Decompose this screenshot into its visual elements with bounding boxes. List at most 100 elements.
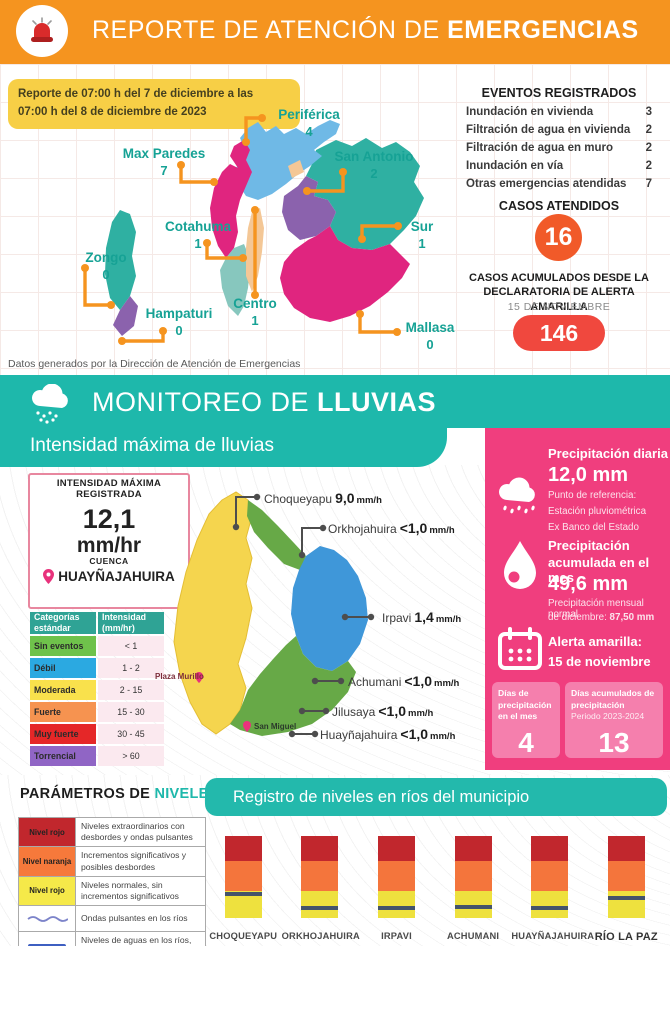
event-row: Filtración de agua en vivienda 2 — [466, 124, 652, 136]
rain-subtitle: Intensidad máxima de lluvias — [30, 435, 274, 456]
basin-label-irpavi: Irpavi 1,4 mm/h — [382, 609, 462, 625]
days-precip-accum-box: Días acumulados de precipitación Periodo 2… — [565, 682, 663, 758]
calendar-icon — [498, 627, 542, 670]
attended-cases-badge: 16 — [535, 214, 582, 261]
daily-precip-value: 12,0 mm — [548, 464, 629, 486]
category-range: 15 - 30 — [98, 701, 164, 722]
legend-desc: Ondas pulsantes en los ríos — [81, 912, 188, 923]
zone-segment — [454, 890, 492, 918]
category-range: 30 - 45 — [98, 723, 164, 744]
zone-segment — [224, 861, 262, 891]
event-label: Filtración de agua en vivienda — [466, 124, 631, 136]
zone-segment — [377, 890, 415, 918]
river-levels-banner: Registro de niveles en ríos del municipi… — [205, 778, 667, 816]
basin-label-choqueyapu: Choqueyapu 9,0 mm/h — [264, 490, 382, 506]
district-name: Mallasa — [405, 320, 455, 335]
river-bar-3: IRPAVI — [358, 836, 435, 943]
event-row: Filtración de agua en muro 2 — [466, 142, 652, 154]
legend-swatch-orange: Nivel naranja — [19, 847, 76, 876]
event-count: 7 — [645, 178, 652, 190]
basin-label-huaynajahuira: Huayñajahuira <1,0 mm/h — [320, 726, 456, 742]
accumulated-cases-title: CASOS ACUMULADOS DESDE LA DECLARATORIA D… — [458, 271, 660, 314]
district-value: 1 — [418, 236, 426, 252]
max-intensity-basin: HUAYÑAJAHUIRA — [30, 569, 188, 584]
event-label: Filtración de agua en muro — [466, 142, 613, 154]
max-intensity-title2: REGISTRADA — [76, 489, 142, 500]
rain-cloud-icon — [499, 477, 535, 514]
intensity-header: Intensidad (mm/hr) — [98, 612, 164, 634]
marker-plaza-murillo: Plaza Murillo — [155, 672, 204, 681]
district-cotahuma-shape — [220, 244, 250, 316]
footer: GAMLP La Paz GOBIERNO AUTÓNOMO MUNICIPAL… — [0, 946, 670, 1024]
event-label: Otras emergencias atendidas — [466, 178, 627, 190]
alert-title: Alerta amarilla: — [548, 634, 642, 649]
days-precip-accum-value: 13 — [598, 726, 630, 758]
category-range: 1 - 2 — [98, 657, 164, 678]
district-label-zongo: Zongo 0 — [76, 250, 136, 283]
period-line1: Reporte de 07:00 h del 7 de diciembre a … — [18, 88, 254, 100]
district-name: Centro — [233, 296, 277, 311]
accumulated-title-line1: CASOS ACUMULADOS DESDE LA — [469, 272, 649, 284]
legend-desc: Niveles normales, sin incrementos signif… — [81, 879, 179, 901]
district-name: Hampaturi — [145, 306, 213, 321]
max-intensity-unit: mm/hr — [76, 534, 142, 557]
month-precip-note2: de diciembre: 87,50 mm — [548, 612, 655, 623]
river-bar-4: ACHUMANI — [435, 836, 512, 943]
days-precip-month-value: 4 — [518, 726, 534, 758]
events-title: EVENTOS REGISTRADOS — [481, 86, 637, 100]
river-name-label: CHOQUEYAPU — [209, 931, 278, 941]
legend-desc: Incrementos significativos y posibles de… — [81, 850, 187, 872]
events-list: Inundación en vivienda 3 Filtración de ag… — [466, 106, 652, 196]
district-value: 0 — [426, 337, 434, 353]
district-name: Periférica — [278, 107, 340, 122]
max-intensity-value: 12,1 — [82, 504, 136, 534]
event-count: 2 — [645, 142, 652, 154]
district-value: 1 — [251, 313, 259, 329]
district-name: Sur — [410, 219, 434, 234]
river-name-label: HUAYÑAJAHUIRA — [511, 931, 595, 941]
rain-banner — [0, 375, 670, 428]
district-small-shape — [288, 160, 304, 178]
water-level-line — [301, 906, 339, 910]
basin-callout-dots — [232, 493, 375, 738]
district-sur-shape — [306, 138, 424, 250]
levels-legend-table: Nivel rojo Niveles extraordinarios con d… — [18, 817, 206, 962]
district-name: Zongo — [85, 250, 127, 265]
district-map — [81, 114, 424, 345]
river-bar-1: CHOQUEYAPU — [205, 836, 282, 943]
report-source-caption: Datos generados por la Dirección de Aten… — [8, 358, 301, 370]
district-label-sanantonio: San Antonio 2 — [330, 149, 418, 182]
period-line2: 07:00 h del 8 de diciembre de 2023 — [18, 105, 207, 118]
siren-badge — [16, 5, 68, 57]
intensity-categories-table: Categorías estándar Intensidad (mm/hr) Sin… — [28, 610, 166, 768]
days-precip-accum-label: Días acumulados de precipitación Periodo 2… — [571, 688, 655, 722]
district-value: 4 — [305, 124, 313, 140]
district-label-hampaturi: Hampaturi 0 — [136, 306, 222, 339]
precipitation-panel: Precipitación diaria 12,0 mm Punto de re… — [485, 428, 670, 770]
event-count: 2 — [645, 124, 652, 136]
category-range: 2 - 15 — [98, 679, 164, 700]
zone-segment — [531, 836, 569, 862]
legend-row: Nivel rojo Niveles normales, sin increme… — [19, 876, 205, 907]
river-name-label: RÍO LA PAZ — [594, 931, 658, 943]
event-count: 2 — [645, 160, 652, 172]
siren-icon — [31, 17, 53, 42]
district-label-cotahuma: Cotahuma 1 — [156, 219, 240, 252]
river-name-label: ORKHOJAHUIRA — [281, 931, 360, 941]
category-label: Fuerte — [30, 701, 96, 722]
water-level-line — [531, 906, 569, 910]
category-label: Sin eventos — [30, 635, 96, 656]
event-label: Inundación en vía — [466, 160, 564, 172]
report-period-box: Reporte de 07:00 h del 7 de diciembre a … — [8, 79, 300, 129]
daily-precip-ref2: Estación pluviométrica — [548, 506, 647, 517]
rain-cloud-icon — [26, 383, 76, 429]
categories-header: Categorías estándar — [30, 612, 96, 634]
district-south-shape — [280, 226, 410, 322]
district-value: 0 — [102, 267, 110, 283]
zone-segment — [224, 836, 262, 862]
event-row: Inundación en vivienda 3 — [466, 106, 652, 118]
district-value: 1 — [194, 236, 202, 252]
category-range: > 60 — [98, 745, 164, 766]
daily-precip-ref3: Ex Banco del Estado — [548, 522, 639, 533]
district-label-sur: Sur 1 — [402, 219, 442, 252]
